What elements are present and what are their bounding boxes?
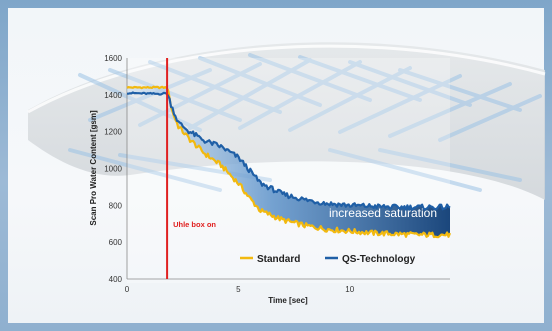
annotation-uhle-box-on: Uhle box on [173,220,216,229]
annotation-increased-saturation: increased saturation [329,206,437,220]
y-tick-label: 600 [109,238,123,247]
y-tick-label: 1400 [104,91,122,100]
felt-illustration [27,42,546,200]
y-tick-label: 800 [109,201,123,210]
x-tick-label: 0 [125,285,130,294]
y-axis-label: Scan Pro Water Content [gsm] [89,110,98,226]
series-line-standard [126,85,452,239]
y-tick-label: 1200 [104,128,122,137]
legend-label-qs-technology: QS-Technology [342,254,416,265]
x-tick-label: 5 [236,285,241,294]
y-tick-label: 1000 [104,165,122,174]
legend-label-standard: Standard [257,254,300,265]
y-tick-label: 1600 [104,54,122,63]
y-tick-label: 400 [109,275,123,284]
series-line-qs-technology [127,91,451,211]
x-tick-label: 10 [345,285,354,294]
legend: Standard QS-Technology [240,254,416,265]
x-axis-label: Time [sec] [268,296,308,305]
saturation-fill [127,86,450,238]
plot-area [127,58,450,283]
